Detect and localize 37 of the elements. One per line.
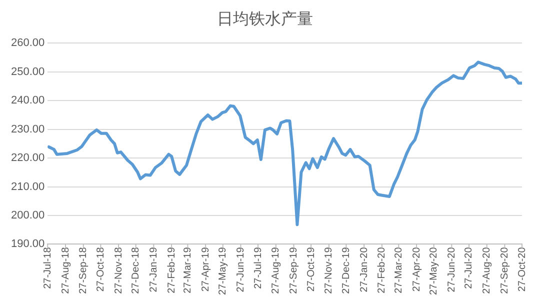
x-tick-label: 27-Feb-20 (376, 246, 388, 294)
x-tick-label: 27-Jul-18 (42, 246, 54, 289)
x-tick-label: 27-Jul-20 (464, 246, 475, 289)
y-tick-label: 220.00 (10, 152, 45, 164)
x-tick-label: 27-Mar-19 (182, 246, 194, 294)
x-tick-label: 27-Dec-19 (340, 246, 352, 294)
y-tick-label: 190.00 (10, 238, 45, 250)
x-tick-label: 27-Sep-19 (288, 246, 300, 294)
x-tick-label: 27-Aug-20 (482, 246, 493, 294)
x-tick-label: 27-Dec-18 (130, 246, 142, 294)
x-tick-label: 27-Apr-20 (411, 246, 422, 292)
x-tick-label: 27-Feb-19 (166, 246, 178, 294)
y-tick-label: 260.00 (10, 37, 45, 50)
x-tick-label: 27-Aug-18 (60, 246, 72, 294)
y-tick-label: 230.00 (10, 123, 45, 136)
x-tick-label: 27-Jun-20 (446, 246, 458, 292)
x-tick-label: 27-Nov-18 (113, 246, 124, 294)
y-tick-label: 210.00 (10, 180, 45, 193)
y-tick-label: 200.00 (10, 210, 45, 222)
x-tick-label: 27-Mar-20 (393, 246, 404, 294)
chart-title: 日均铁水产量 (217, 8, 313, 28)
x-tick-label: 27-Oct-20 (516, 246, 528, 292)
x-tick-label: 27-Apr-19 (200, 246, 212, 292)
x-tick-label: 27-May-19 (218, 246, 229, 296)
x-tick-label: 27-Nov-19 (324, 246, 335, 294)
x-tick-label: 27-Sep-20 (499, 246, 510, 294)
x-tick-label: 27-Oct-18 (95, 246, 106, 292)
x-tick-label: 27-Aug-19 (270, 246, 282, 294)
x-tick-label: 27-May-20 (428, 246, 440, 296)
x-tick-label: 27-Jul-19 (252, 246, 264, 289)
x-tick-label: 27-Jun-19 (235, 246, 246, 292)
x-tick-label: 27-Oct-19 (306, 246, 317, 292)
y-tick-label: 250.00 (10, 66, 45, 78)
x-tick-label: 27-Jan-20 (358, 246, 370, 292)
x-tick-label: 27-Jan-19 (148, 246, 160, 292)
y-tick-label: 240.00 (10, 94, 45, 107)
x-tick-label: 27-Sep-18 (78, 246, 90, 294)
